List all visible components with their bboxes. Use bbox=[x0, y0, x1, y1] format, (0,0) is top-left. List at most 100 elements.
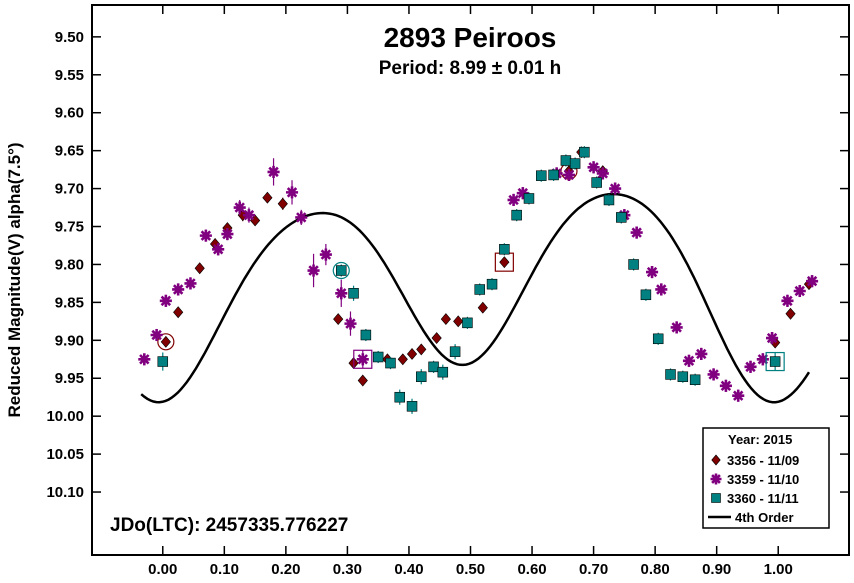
data-point-s3-24 bbox=[603, 194, 615, 206]
data-point-s3-15 bbox=[499, 244, 510, 255]
legend: Year: 2015 3356 - 11/09 3359 - 11/10 336… bbox=[702, 427, 830, 529]
legend-entry-3: 3360 - 11/11 bbox=[727, 491, 799, 506]
data-point-s2-4 bbox=[184, 277, 197, 290]
data-point-s3-30 bbox=[677, 371, 689, 382]
x-tick-label-2: 0.20 bbox=[271, 561, 300, 578]
y-tick-label-5: 9.75 bbox=[55, 219, 84, 236]
data-point-s3-11 bbox=[449, 346, 461, 357]
data-point-s1-20 bbox=[499, 256, 510, 269]
highlight-box-s2-17 bbox=[353, 349, 373, 369]
data-point-s1-13 bbox=[397, 353, 408, 366]
data-point-s1-19 bbox=[477, 301, 488, 314]
data-point-s1-0 bbox=[160, 335, 171, 348]
data-point-s2-38 bbox=[781, 294, 794, 307]
data-point-s3-10 bbox=[437, 366, 449, 378]
data-point-s2-23 bbox=[596, 167, 609, 180]
x-tick-label-4: 0.40 bbox=[394, 561, 423, 578]
data-point-s2-21 bbox=[562, 168, 576, 181]
y-tick-label-3: 9.65 bbox=[55, 143, 84, 160]
data-point-s3-8 bbox=[416, 371, 427, 382]
x-tick-label-9: 0.90 bbox=[702, 561, 731, 578]
data-point-s3-6 bbox=[394, 391, 405, 403]
data-point-s1-17 bbox=[440, 313, 451, 326]
data-point-s1-16 bbox=[431, 332, 442, 344]
data-point-s3-32 bbox=[769, 356, 781, 367]
data-point-s3-14 bbox=[486, 278, 498, 290]
data-point-s2-26 bbox=[630, 226, 643, 239]
data-point-s2-31 bbox=[695, 347, 708, 361]
data-point-s1-15 bbox=[416, 343, 427, 356]
y-tick-label-6: 9.80 bbox=[55, 256, 84, 273]
data-point-s3-17 bbox=[523, 193, 535, 204]
data-point-s2-40 bbox=[806, 275, 819, 288]
y-tick-label-0: 9.50 bbox=[55, 29, 84, 46]
data-point-s3-31 bbox=[689, 374, 701, 386]
data-point-s1-9 bbox=[333, 313, 344, 326]
data-point-s3-13 bbox=[474, 284, 485, 295]
data-point-s2-5 bbox=[199, 229, 212, 242]
data-point-s3-4 bbox=[372, 351, 384, 363]
data-point-s2-1 bbox=[150, 328, 163, 342]
data-point-s2-22 bbox=[587, 161, 600, 174]
data-point-s2-18 bbox=[507, 193, 520, 207]
data-point-s2-30 bbox=[682, 354, 696, 367]
legend-entry-4: 4th Order bbox=[735, 510, 794, 525]
legend-entry-2: 3359 - 11/10 bbox=[727, 472, 799, 487]
data-point-s3-3 bbox=[360, 329, 372, 341]
x-tick-label-5: 0.50 bbox=[456, 561, 485, 578]
data-point-s2-15 bbox=[335, 287, 348, 300]
data-point-s3-28 bbox=[652, 333, 664, 345]
legend-marker-3 bbox=[711, 493, 721, 503]
fit-curve bbox=[140, 192, 811, 404]
data-point-s3-1 bbox=[336, 265, 347, 276]
x-tick-label-8: 0.80 bbox=[641, 561, 670, 578]
data-point-s3-2 bbox=[348, 288, 359, 299]
data-point-s2-17 bbox=[356, 353, 369, 366]
series-3 bbox=[157, 146, 785, 414]
data-point-s1-1 bbox=[173, 306, 184, 319]
data-point-s2-8 bbox=[233, 201, 246, 214]
data-point-s2-39 bbox=[793, 284, 806, 298]
data-point-s2-34 bbox=[732, 389, 745, 402]
data-point-s3-9 bbox=[428, 361, 439, 373]
legend-title: Year: 2015 bbox=[728, 432, 792, 447]
data-point-s2-6 bbox=[212, 243, 225, 256]
y-axis-label: Reduced Magnitude(V) alpha(7.5°) bbox=[5, 142, 24, 417]
highlight-circle-s3-1 bbox=[332, 261, 350, 280]
axis-ticks: 0.00 0.10 0.20 0.30 0.40 0.50 0.60 0.70 0.80 0.90… bbox=[46, 5, 849, 578]
data-point-s1-14 bbox=[406, 348, 418, 360]
fit-curve-layer bbox=[140, 192, 811, 404]
x-tick-label-0: 0.00 bbox=[148, 561, 177, 578]
data-point-s2-36 bbox=[756, 353, 769, 366]
data-point-s3-27 bbox=[640, 289, 652, 301]
data-point-s3-0 bbox=[157, 356, 169, 367]
data-point-s2-11 bbox=[285, 186, 299, 199]
data-point-s2-28 bbox=[655, 283, 668, 296]
data-point-s3-23 bbox=[591, 177, 602, 188]
data-point-s1-18 bbox=[453, 315, 464, 328]
data-point-s2-10 bbox=[267, 165, 280, 178]
data-point-s2-24 bbox=[609, 182, 622, 195]
legend-entry-1: 3356 - 11/09 bbox=[727, 453, 799, 468]
data-point-s3-25 bbox=[616, 212, 627, 223]
x-tick-label-7: 0.70 bbox=[579, 561, 608, 578]
data-point-s3-22 bbox=[579, 146, 590, 158]
series-2 bbox=[138, 158, 819, 402]
data-point-s2-9 bbox=[242, 209, 255, 222]
y-tick-label-8: 9.90 bbox=[55, 332, 84, 349]
x-tick-label-10: 1.00 bbox=[764, 561, 793, 578]
legend-marker-1 bbox=[711, 454, 721, 466]
data-point-s3-12 bbox=[462, 317, 473, 329]
data-point-s2-2 bbox=[159, 294, 172, 307]
data-point-s2-33 bbox=[719, 379, 732, 392]
data-point-s3-26 bbox=[628, 259, 639, 270]
x-tick-label-6: 0.60 bbox=[517, 561, 546, 578]
epoch-annotation: JDo(LTC): 2457335.776227 bbox=[110, 515, 348, 536]
data-point-s1-2 bbox=[194, 262, 205, 275]
data-point-s3-5 bbox=[385, 357, 396, 369]
highlight-box-s3-32 bbox=[765, 351, 785, 372]
data-point-s2-29 bbox=[670, 321, 683, 334]
x-tick-label-1: 0.10 bbox=[210, 561, 239, 578]
legend-box bbox=[702, 427, 830, 529]
